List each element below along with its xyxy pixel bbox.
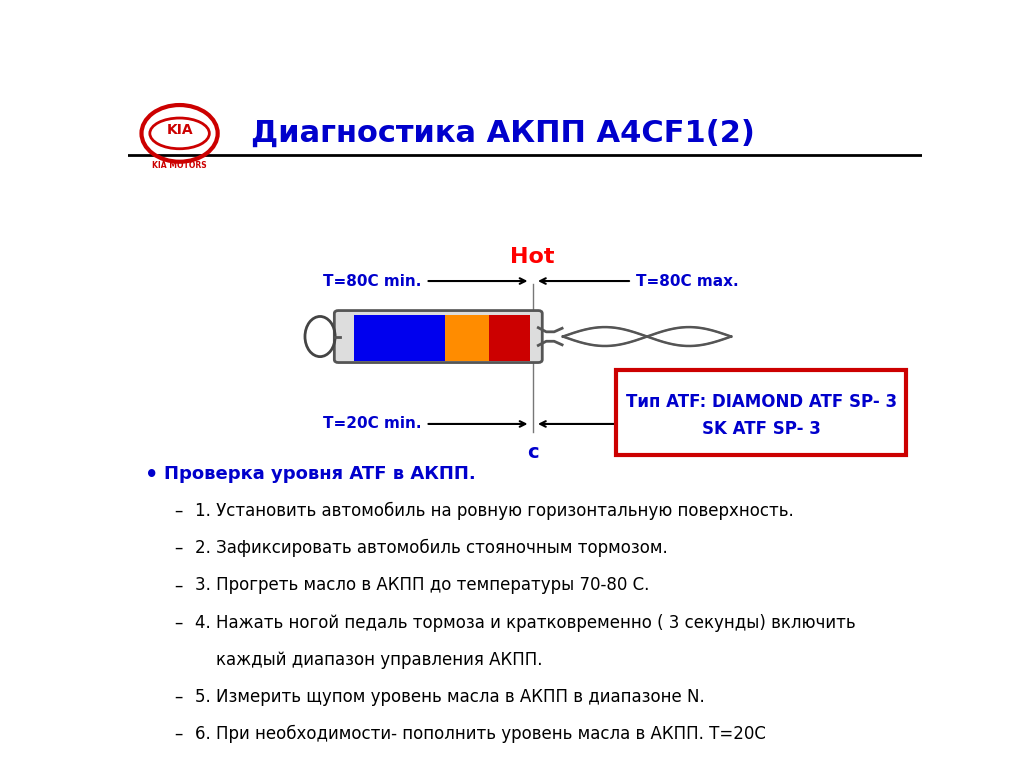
Text: 5. Измерить щупом уровень масла в АКПП в диапазоне N.: 5. Измерить щупом уровень масла в АКПП в… [196,688,706,706]
Text: Проверка уровня ATF в АКПП.: Проверка уровня ATF в АКПП. [164,466,475,483]
Text: T=20C min.: T=20C min. [324,416,422,432]
Text: T=20C max.: T=20C max. [636,416,738,432]
Text: каждый диапазон управления АКПП.: каждый диапазон управления АКПП. [196,650,543,669]
Text: 2. Зафиксировать автомобиль стояночным тормозом.: 2. Зафиксировать автомобиль стояночным т… [196,539,669,558]
Text: T=80C max.: T=80C max. [636,274,738,288]
Text: –: – [174,614,182,631]
Text: 1. Установить автомобиль на ровную горизонтальную поверхность.: 1. Установить автомобиль на ровную гориз… [196,502,795,520]
Text: –: – [174,539,182,557]
Text: –: – [174,576,182,594]
Text: –: – [174,502,182,520]
FancyBboxPatch shape [334,311,543,363]
Text: T=80C min.: T=80C min. [324,274,422,288]
Bar [354,314,445,360]
Bar [489,314,530,360]
Text: Тип ATF: DIAMOND ATF SP- 3: Тип ATF: DIAMOND ATF SP- 3 [626,393,897,410]
Text: KIA MOTORS: KIA MOTORS [153,161,207,170]
Text: c: c [527,443,539,462]
Text: 6. При необходимости- пополнить уровень масла в АКПП. Т=20С: 6. При необходимости- пополнить уровень … [196,725,766,743]
Text: KIA: KIA [166,123,193,137]
Text: 3. Прогреть масло в АКПП до температуры 70-80 С.: 3. Прогреть масло в АКПП до температуры … [196,576,650,594]
FancyBboxPatch shape [616,370,905,456]
Text: –: – [174,725,182,743]
Text: •: • [145,466,159,486]
Bar [445,314,489,360]
Text: –: – [174,688,182,706]
Text: SK ATF SP- 3: SK ATF SP- 3 [701,420,820,438]
Text: Hot: Hot [511,247,555,267]
Text: Диагностика АКПП А4CF1(2): Диагностика АКПП А4CF1(2) [251,119,755,148]
Text: 4. Нажать ногой педаль тормоза и кратковременно ( 3 секунды) включить: 4. Нажать ногой педаль тормоза и кратков… [196,614,856,631]
